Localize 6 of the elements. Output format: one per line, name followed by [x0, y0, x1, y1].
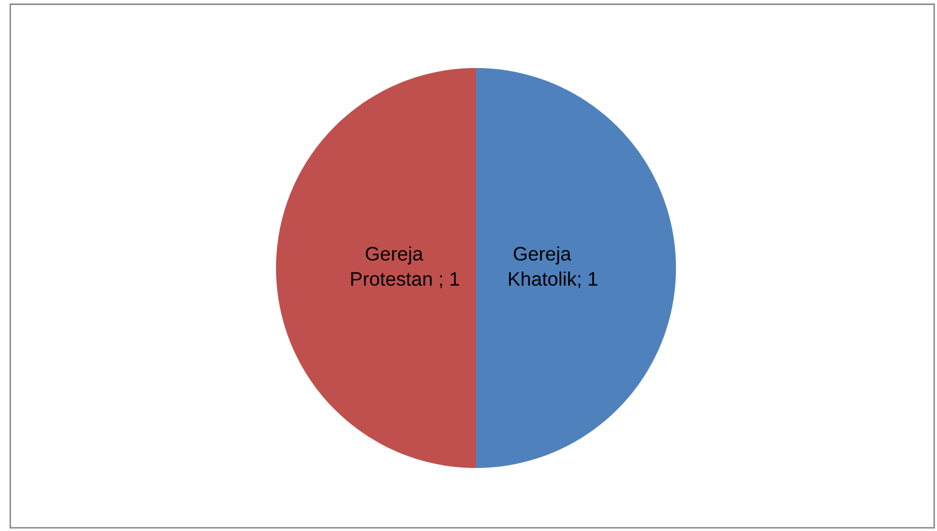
data-label: ; 1	[440, 272, 459, 288]
pie-slice	[476, 68, 676, 468]
slice-label: Gereja Protestan	[351, 246, 432, 286]
data-label: ; 1	[578, 272, 598, 288]
slice-label: Gereja Khatolik	[509, 246, 577, 286]
pie-slice	[276, 68, 476, 468]
